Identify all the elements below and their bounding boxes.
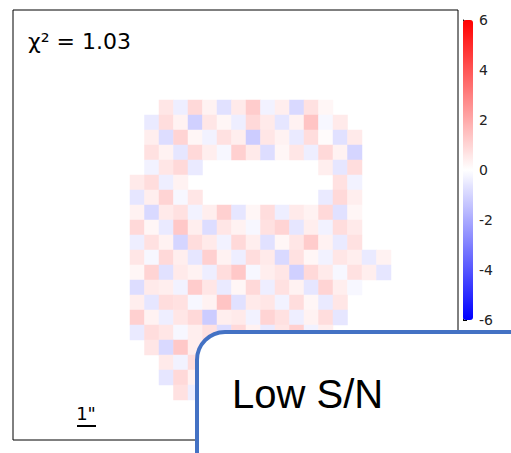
svg-text:4: 4 — [479, 62, 488, 78]
svg-text:2: 2 — [479, 112, 488, 128]
svg-text:Low S/N: Low S/N — [232, 372, 383, 416]
svg-text:-4: -4 — [479, 262, 493, 278]
svg-text:1": 1" — [76, 403, 96, 424]
svg-text:χ² = 1.03: χ² = 1.03 — [28, 29, 131, 54]
svg-text:0: 0 — [479, 162, 488, 178]
svg-text:-6: -6 — [479, 312, 493, 328]
svg-text:6: 6 — [479, 12, 488, 28]
svg-text:-2: -2 — [479, 212, 493, 228]
